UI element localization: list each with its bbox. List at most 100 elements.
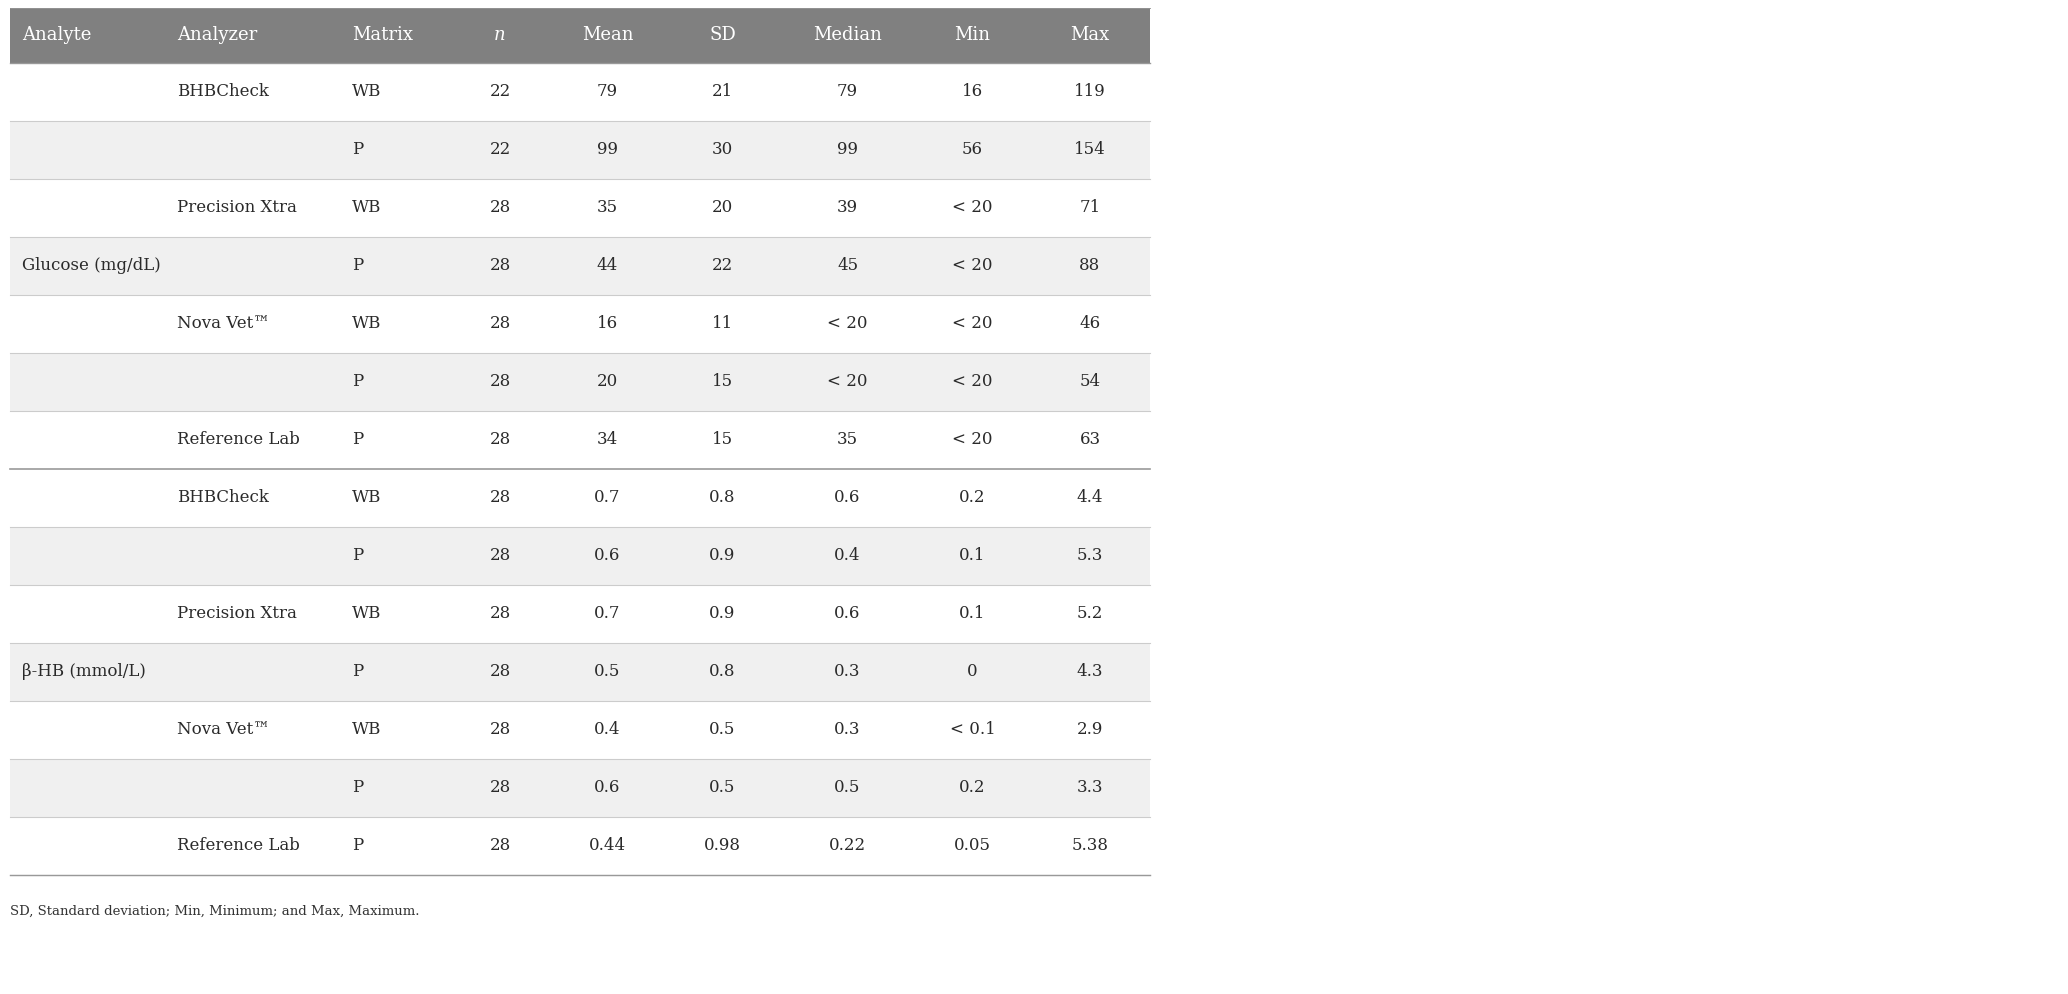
Text: 16: 16 (962, 83, 982, 100)
Text: 0.6: 0.6 (594, 548, 620, 565)
Text: 46: 46 (1079, 315, 1100, 333)
Text: Nova Vet™: Nova Vet™ (178, 315, 271, 333)
Text: 0.05: 0.05 (953, 838, 991, 855)
Bar (10, 643, 1150, 701)
Text: 3.3: 3.3 (1077, 779, 1102, 796)
Text: 71: 71 (1079, 200, 1100, 217)
Text: 88: 88 (1079, 257, 1100, 274)
Text: 0.8: 0.8 (709, 489, 736, 507)
Text: 28: 28 (490, 548, 511, 565)
Text: 0.5: 0.5 (709, 779, 736, 796)
Text: 4.4: 4.4 (1077, 489, 1102, 507)
Text: 0.5: 0.5 (709, 722, 736, 739)
Text: < 20: < 20 (827, 374, 869, 391)
Bar (10, 353, 1150, 411)
Bar (10, 701, 1150, 759)
Bar (10, 295, 1150, 353)
Text: 28: 28 (490, 431, 511, 448)
Text: 28: 28 (490, 257, 511, 274)
Text: 28: 28 (490, 779, 511, 796)
Text: 44: 44 (598, 257, 618, 274)
Text: 15: 15 (711, 374, 732, 391)
Text: 15: 15 (711, 431, 732, 448)
Text: 0.4: 0.4 (833, 548, 860, 565)
Text: WB: WB (352, 83, 381, 100)
Text: 28: 28 (490, 664, 511, 681)
Text: 0.3: 0.3 (833, 722, 860, 739)
Text: 22: 22 (711, 257, 734, 274)
Bar (10, 237, 1150, 295)
Text: β-HB (mmol/L): β-HB (mmol/L) (23, 664, 147, 681)
Text: Matrix: Matrix (352, 27, 414, 45)
Text: 5.2: 5.2 (1077, 605, 1102, 622)
Bar (10, 411, 1150, 469)
Text: P: P (352, 141, 364, 158)
Bar (10, 585, 1150, 643)
Text: WB: WB (352, 489, 381, 507)
Text: Nova Vet™: Nova Vet™ (178, 722, 271, 739)
Text: 11: 11 (711, 315, 734, 333)
Text: < 20: < 20 (951, 315, 993, 333)
Text: 28: 28 (490, 605, 511, 622)
Text: WB: WB (352, 722, 381, 739)
Text: 28: 28 (490, 200, 511, 217)
Text: 0.6: 0.6 (833, 489, 860, 507)
Text: 56: 56 (962, 141, 982, 158)
Text: Precision Xtra: Precision Xtra (178, 605, 298, 622)
Text: 21: 21 (711, 83, 734, 100)
Text: 0.4: 0.4 (594, 722, 620, 739)
Text: P: P (352, 779, 364, 796)
Text: 4.3: 4.3 (1077, 664, 1102, 681)
Text: 2.9: 2.9 (1077, 722, 1102, 739)
Text: Reference Lab: Reference Lab (178, 838, 300, 855)
Text: Max: Max (1071, 27, 1111, 45)
Text: WB: WB (352, 315, 381, 333)
Text: < 20: < 20 (951, 200, 993, 217)
Text: 22: 22 (490, 141, 511, 158)
Bar (10, 179, 1150, 237)
Text: 0.2: 0.2 (960, 489, 986, 507)
Bar (10, 527, 1150, 585)
Bar (10, 121, 1150, 179)
Text: 0.5: 0.5 (833, 779, 860, 796)
Text: 20: 20 (598, 374, 618, 391)
Text: 0.6: 0.6 (594, 779, 620, 796)
Text: 79: 79 (598, 83, 618, 100)
Text: 5.38: 5.38 (1071, 838, 1108, 855)
Bar (10, 817, 1150, 875)
Text: P: P (352, 548, 364, 565)
Text: Analyte: Analyte (23, 27, 91, 45)
Text: 28: 28 (490, 838, 511, 855)
Text: Glucose (mg/dL): Glucose (mg/dL) (23, 257, 161, 274)
Text: < 20: < 20 (951, 374, 993, 391)
Text: 99: 99 (598, 141, 618, 158)
Bar (10, 469, 1150, 527)
Text: 99: 99 (838, 141, 858, 158)
Text: < 20: < 20 (827, 315, 869, 333)
Text: 154: 154 (1073, 141, 1106, 158)
Text: P: P (352, 838, 364, 855)
Text: 79: 79 (838, 83, 858, 100)
Text: 34: 34 (598, 431, 618, 448)
Text: WB: WB (352, 605, 381, 622)
Text: 0.7: 0.7 (594, 489, 620, 507)
Text: 0.2: 0.2 (960, 779, 986, 796)
Text: 45: 45 (838, 257, 858, 274)
Text: Reference Lab: Reference Lab (178, 431, 300, 448)
Text: 28: 28 (490, 315, 511, 333)
Text: 0.8: 0.8 (709, 664, 736, 681)
Text: < 20: < 20 (951, 431, 993, 448)
Text: 20: 20 (711, 200, 734, 217)
Text: 16: 16 (598, 315, 618, 333)
Text: 28: 28 (490, 489, 511, 507)
Text: SD, Standard deviation; Min, Minimum; and Max, Maximum.: SD, Standard deviation; Min, Minimum; an… (10, 905, 420, 918)
Text: 54: 54 (1079, 374, 1100, 391)
Text: Analyzer: Analyzer (178, 27, 256, 45)
Text: 39: 39 (838, 200, 858, 217)
Text: Mean: Mean (581, 27, 633, 45)
Text: Median: Median (813, 27, 881, 45)
Text: n: n (494, 27, 507, 45)
Text: BHBCheck: BHBCheck (178, 83, 269, 100)
Text: SD: SD (709, 27, 736, 45)
Text: 0.3: 0.3 (833, 664, 860, 681)
